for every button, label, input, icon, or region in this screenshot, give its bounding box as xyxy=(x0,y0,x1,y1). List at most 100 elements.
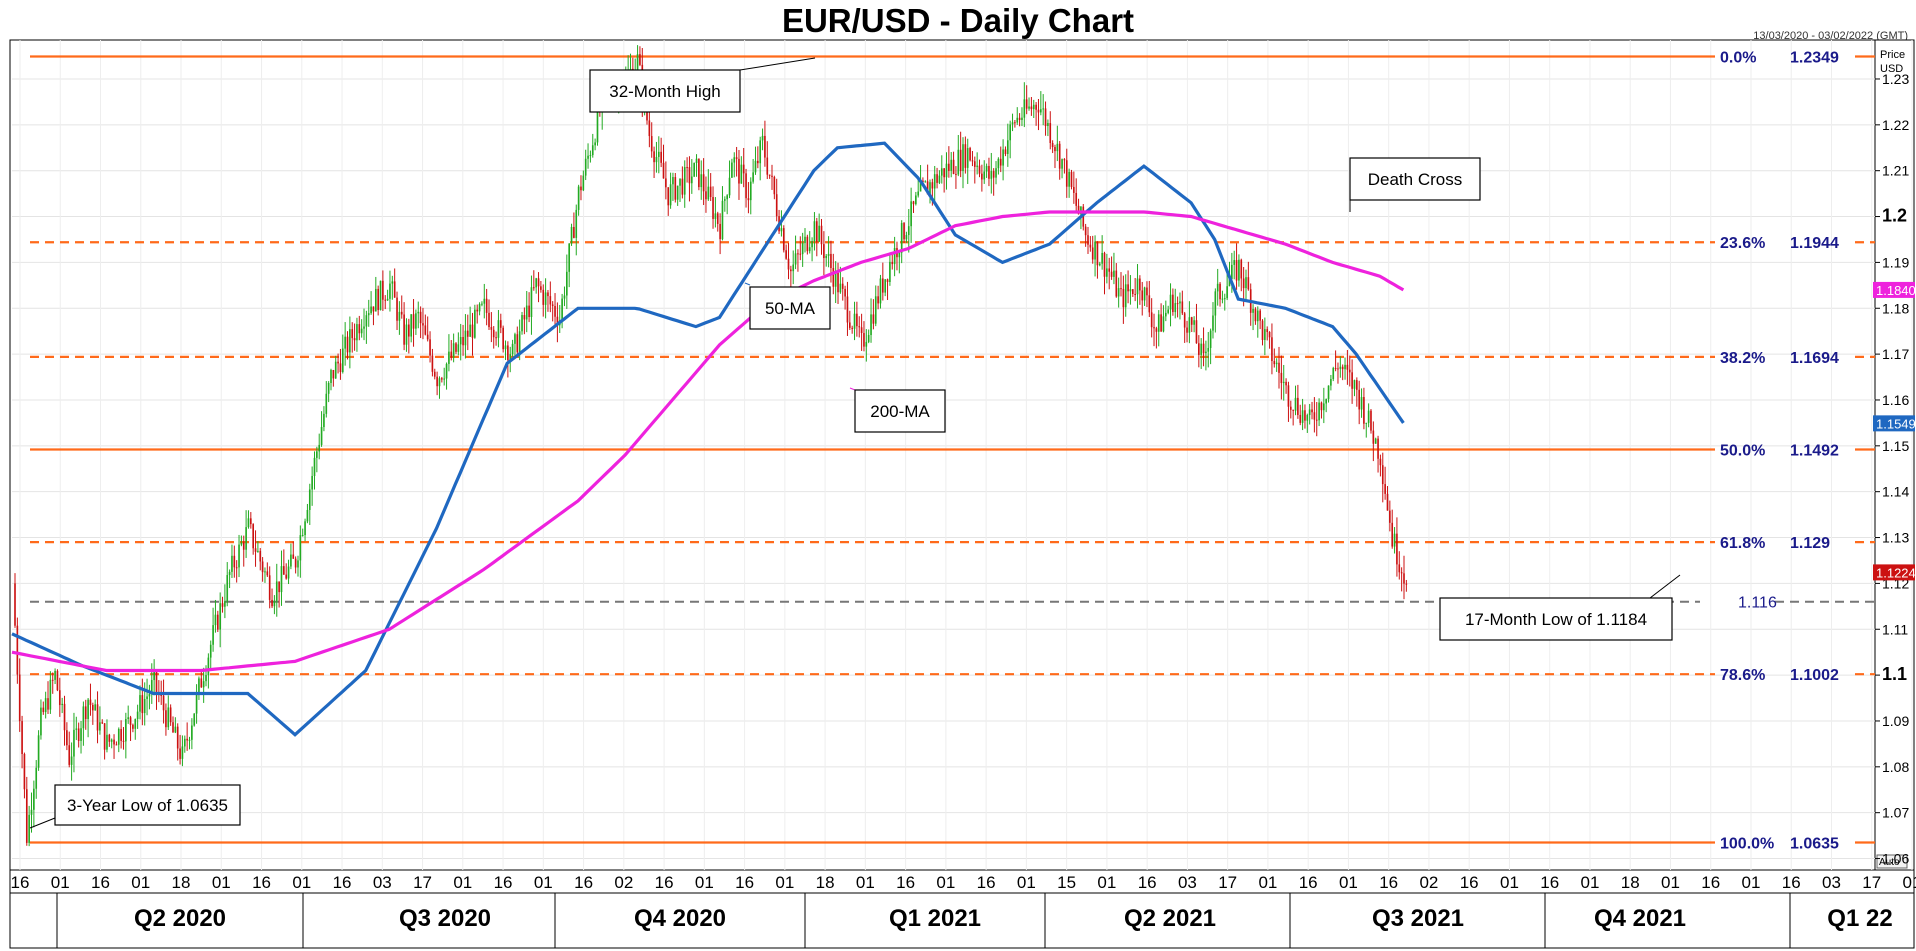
candle-body xyxy=(1183,313,1186,328)
candle-body xyxy=(926,181,929,195)
candle-body xyxy=(1207,347,1210,352)
candle-body xyxy=(834,271,837,287)
candle-body xyxy=(700,174,703,188)
candle-body xyxy=(448,351,450,364)
candle-body xyxy=(1240,259,1243,279)
fib-value-label: 1.129 xyxy=(1790,535,1830,552)
candle-body xyxy=(415,313,417,329)
candle-body xyxy=(782,228,785,251)
candle-body xyxy=(379,280,382,311)
candle-body xyxy=(245,527,247,550)
candle-body xyxy=(759,140,762,164)
candle-body xyxy=(726,195,729,200)
candle-body xyxy=(1174,303,1177,313)
candle-body xyxy=(1330,379,1332,386)
candle-body xyxy=(1252,308,1254,313)
candle-body xyxy=(441,378,443,380)
candle-body xyxy=(1285,381,1287,386)
fib-percent-label: 78.6% xyxy=(1720,667,1765,684)
candle-body xyxy=(872,314,875,324)
candle-body xyxy=(273,600,276,607)
candle-body xyxy=(89,699,92,705)
ma50-leader xyxy=(744,282,751,286)
candle-body xyxy=(132,724,134,729)
candle-body xyxy=(657,151,660,157)
candle-body xyxy=(391,281,394,284)
candle-body xyxy=(1117,288,1120,297)
auto-button[interactable] xyxy=(1876,854,1908,869)
x-tick-label: 16 xyxy=(1540,873,1559,892)
candle-body xyxy=(1273,361,1276,365)
candle-body xyxy=(1327,385,1330,400)
candle-body xyxy=(51,679,54,681)
candle-body xyxy=(73,729,75,757)
candle-body xyxy=(1122,288,1125,308)
candle-body xyxy=(257,550,259,552)
candle-body xyxy=(21,721,23,754)
candle-body xyxy=(818,225,820,242)
candle-body xyxy=(33,788,35,810)
candle-body xyxy=(1297,397,1299,415)
candle-body xyxy=(794,253,797,265)
candle-body xyxy=(58,690,61,706)
candle-body xyxy=(1065,160,1068,187)
candle-body xyxy=(733,157,736,163)
candle-body xyxy=(919,180,922,192)
candle-body xyxy=(56,670,59,691)
candle-body xyxy=(101,722,104,724)
candle-body xyxy=(367,313,370,316)
candle-body xyxy=(313,457,316,476)
candle-body xyxy=(1233,260,1236,265)
candle-body xyxy=(1150,312,1153,328)
candle-body xyxy=(44,698,47,713)
candle-body xyxy=(724,199,726,201)
candle-body xyxy=(438,378,441,387)
candle-body xyxy=(780,228,783,232)
high-annotation-text: 32-Month High xyxy=(609,82,721,101)
candle-body xyxy=(509,354,512,361)
x-tick-label: 01 xyxy=(1258,873,1277,892)
candle-body xyxy=(1205,351,1207,354)
candle-body xyxy=(735,157,738,159)
candle-body xyxy=(271,599,273,607)
candle-body xyxy=(356,324,358,341)
candle-body xyxy=(1358,389,1361,410)
fib-percent-label: 100.0% xyxy=(1720,835,1774,852)
candle-body xyxy=(1219,283,1221,300)
candle-body xyxy=(1063,159,1066,161)
candle-body xyxy=(334,361,337,379)
candle-body xyxy=(1157,314,1160,332)
candle-body xyxy=(785,250,787,259)
candle-body xyxy=(306,509,309,522)
candle-body xyxy=(214,614,217,626)
candle-body xyxy=(933,174,936,189)
candle-body xyxy=(113,739,115,745)
y-tick-label: 1.07 xyxy=(1882,805,1909,821)
candle-body xyxy=(1198,343,1200,355)
candle-body xyxy=(103,723,106,750)
x-tick-label: 16 xyxy=(1299,873,1318,892)
candle-body xyxy=(266,571,269,576)
candle-body xyxy=(1306,415,1309,421)
candle-body xyxy=(959,149,962,172)
candle-body xyxy=(443,378,446,380)
candle-body xyxy=(830,253,832,269)
candle-body xyxy=(929,182,931,195)
candle-body xyxy=(797,253,799,255)
candle-body xyxy=(252,524,255,549)
candle-body xyxy=(398,311,401,321)
candle-body xyxy=(389,283,391,299)
candle-body xyxy=(584,158,587,176)
candle-body xyxy=(712,197,714,219)
candle-body xyxy=(1400,572,1403,574)
quarter-label: Q1 2021 xyxy=(889,905,981,932)
candle-body xyxy=(183,738,186,747)
candle-body xyxy=(693,162,695,177)
candle-body xyxy=(471,324,474,338)
x-tick-label: 03 xyxy=(1822,873,1841,892)
candle-body xyxy=(290,554,292,567)
candle-body xyxy=(1042,108,1045,110)
candle-body xyxy=(773,176,776,195)
y-tick-label: 1.09 xyxy=(1882,713,1909,729)
candle-body xyxy=(339,363,342,372)
